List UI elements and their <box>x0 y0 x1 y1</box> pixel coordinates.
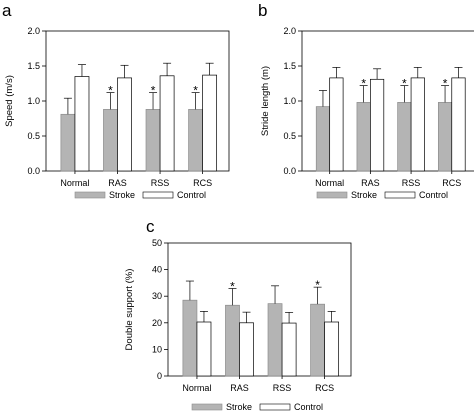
legend-swatch-control <box>142 191 174 199</box>
panel-letter: c <box>146 217 155 236</box>
x-tick-label: RCS <box>442 178 461 188</box>
x-tick-label: Normal <box>315 178 344 188</box>
x-tick-label: Normal <box>182 383 211 393</box>
control-bar <box>196 321 212 377</box>
y-tick-label: 40 <box>152 265 162 275</box>
significance-star: * <box>361 77 366 91</box>
stroke-bar <box>188 109 203 172</box>
y-tick-label: 0.0 <box>27 166 40 176</box>
control-bar <box>410 77 425 172</box>
plot-frame <box>167 242 352 377</box>
significance-star: * <box>315 278 320 292</box>
y-tick-label: 1.5 <box>283 61 296 71</box>
y-tick-label: 0.5 <box>27 131 40 141</box>
control-bar <box>451 77 466 172</box>
stroke-bar <box>315 106 331 172</box>
y-axis-title: Stride length (m) <box>260 66 271 136</box>
y-tick-label: 2.0 <box>27 26 40 36</box>
legend: Stroke Control <box>191 402 323 412</box>
chart-panel-c: c 0 10 20 30 40 50 Double support (%) Normal RAS *… <box>124 217 352 412</box>
y-tick-label: 10 <box>152 344 162 354</box>
stroke-bar <box>60 113 76 172</box>
stroke-bar <box>182 299 198 377</box>
y-tick-label: 0 <box>157 371 162 381</box>
control-bar <box>329 77 344 172</box>
y-tick-label: 20 <box>152 318 162 328</box>
legend-swatch-control <box>384 191 416 199</box>
control-bar <box>74 76 90 172</box>
legend-label-stroke: Stroke <box>226 402 252 412</box>
y-tick-label: 1.5 <box>27 61 40 71</box>
stroke-bar <box>145 109 161 172</box>
legend-swatch-stroke <box>74 191 106 199</box>
control-bar <box>324 321 340 377</box>
x-tick-label: RCS <box>315 383 334 393</box>
x-tick-label: RSS <box>151 178 170 188</box>
control-bar <box>370 78 385 172</box>
legend-swatch-stroke <box>191 403 223 411</box>
chart-panel-a: a 0.0 0.5 1.0 1.5 2.0 Speed (m/s) Normal RAS * RSS… <box>2 1 230 200</box>
control-bar <box>159 75 175 172</box>
y-axis-title: Speed (m/s) <box>4 75 15 127</box>
legend-label-control: Control <box>419 190 448 200</box>
stroke-bar <box>437 102 453 172</box>
significance-star: * <box>108 84 113 98</box>
x-tick-label: RAS <box>108 178 127 188</box>
legend-label-stroke: Stroke <box>109 190 135 200</box>
y-tick-label: 0.0 <box>283 166 296 176</box>
legend-label-control: Control <box>177 190 206 200</box>
legend-label-stroke: Stroke <box>351 190 377 200</box>
y-tick-label: 0.5 <box>283 131 296 141</box>
x-tick-label: Normal <box>60 178 89 188</box>
stroke-bar <box>397 102 412 172</box>
x-tick-label: RSS <box>402 178 421 188</box>
stroke-bar <box>225 304 240 377</box>
legend-swatch-stroke <box>316 191 348 199</box>
x-tick-label: RCS <box>193 178 212 188</box>
stroke-bar <box>267 303 283 377</box>
stroke-bar <box>310 303 325 377</box>
significance-star: * <box>193 84 198 98</box>
significance-star: * <box>402 77 407 91</box>
y-tick-label: 2.0 <box>283 26 296 36</box>
y-tick-label: 50 <box>152 238 162 248</box>
y-tick-label: 30 <box>152 291 162 301</box>
legend: Stroke Control <box>316 190 448 200</box>
x-tick-label: RAS <box>361 178 380 188</box>
y-axis-title: Double support (%) <box>124 269 135 351</box>
control-bar <box>202 74 218 172</box>
control-bar <box>117 77 132 172</box>
legend-swatch-control <box>259 403 291 411</box>
significance-star: * <box>443 77 448 91</box>
control-bar <box>281 322 297 377</box>
panel-letter: a <box>2 1 12 20</box>
control-bar <box>239 322 254 377</box>
x-tick-label: RAS <box>230 383 249 393</box>
legend-label-control: Control <box>294 402 323 412</box>
stroke-bar <box>356 102 371 172</box>
significance-star: * <box>151 84 156 98</box>
significance-star: * <box>230 279 235 293</box>
x-tick-label: RSS <box>273 383 292 393</box>
y-tick-label: 1.0 <box>27 96 40 106</box>
panel-letter: b <box>258 1 267 20</box>
y-tick-label: 1.0 <box>283 96 296 106</box>
legend: Stroke Control <box>74 190 206 200</box>
stroke-bar <box>103 109 118 172</box>
chart-panel-b: b 0.0 0.5 1.0 1.5 2.0 Stride length (m) Normal R… <box>258 1 474 200</box>
